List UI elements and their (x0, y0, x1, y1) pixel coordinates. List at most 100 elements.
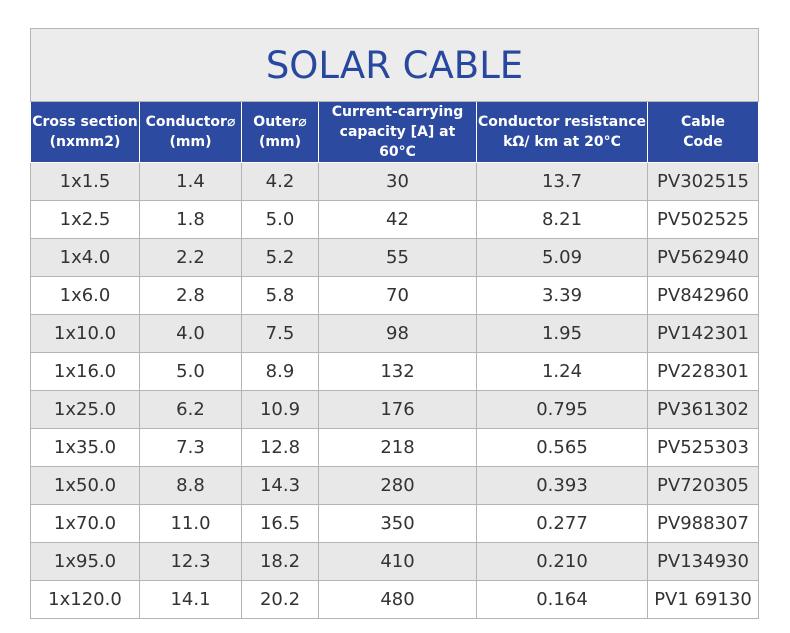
cell: 6.2 (139, 390, 242, 429)
cell: 55 (318, 238, 477, 277)
data-row: 1x35.0 7.3 12.8 218 0.565 PV525303 (30, 428, 759, 467)
data-row: 1x95.0 12.3 18.2 410 0.210 PV134930 (30, 542, 759, 581)
cell: 4.0 (139, 314, 242, 353)
cell: PV361302 (647, 390, 759, 429)
cell: 350 (318, 504, 477, 543)
data-row: 1x16.0 5.0 8.9 132 1.24 PV228301 (30, 352, 759, 391)
data-row: 1x1.5 1.4 4.2 30 13.7 PV302515 (30, 162, 759, 201)
data-row: 1x50.0 8.8 14.3 280 0.393 PV720305 (30, 466, 759, 505)
cell: 132 (318, 352, 477, 391)
cell: PV142301 (647, 314, 759, 353)
cell: PV228301 (647, 352, 759, 391)
header-line: (mm) (169, 134, 212, 150)
title: SOLAR CABLE (30, 28, 759, 102)
data-row: 1x2.5 1.8 5.0 42 8.21 PV502525 (30, 200, 759, 239)
cell: 480 (318, 580, 477, 619)
cell: 8.8 (139, 466, 242, 505)
cell: 13.7 (476, 162, 648, 201)
data-row: 1x4.0 2.2 5.2 55 5.09 PV562940 (30, 238, 759, 277)
header-cell: Outer⌀ (mm) (241, 101, 319, 163)
cell: 16.5 (241, 504, 319, 543)
header-line: (nxmm2) (49, 134, 121, 150)
cell: 1.95 (476, 314, 648, 353)
header-cell: Conductor⌀ (mm) (139, 101, 242, 163)
cell: 1x1.5 (30, 162, 140, 201)
header-line: Conductor⌀ (145, 114, 236, 130)
cell: 14.3 (241, 466, 319, 505)
data-row: 1x70.0 11.0 16.5 350 0.277 PV988307 (30, 504, 759, 543)
header-line: (mm) (259, 134, 301, 150)
cell: 410 (318, 542, 477, 581)
cell: 1.24 (476, 352, 648, 391)
cell: 2.8 (139, 276, 242, 315)
cell: 0.393 (476, 466, 648, 505)
cell: 1x16.0 (30, 352, 140, 391)
data-row: 1x25.0 6.2 10.9 176 0.795 PV361302 (30, 390, 759, 429)
cell: 30 (318, 162, 477, 201)
cell: 12.3 (139, 542, 242, 581)
cell: 0.210 (476, 542, 648, 581)
cell: 5.8 (241, 276, 319, 315)
cell: 7.3 (139, 428, 242, 467)
cell: 14.1 (139, 580, 242, 619)
cell: 1x25.0 (30, 390, 140, 429)
cell: 2.2 (139, 238, 242, 277)
header-cell: Cable Code (647, 101, 759, 163)
data-row: 1x6.0 2.8 5.8 70 3.39 PV842960 (30, 276, 759, 315)
cable-table: SOLAR CABLE Cross section (nxmm2) Conducto… (30, 28, 759, 619)
header-line: Current-carrying (331, 104, 464, 120)
header-line: Cable (680, 114, 726, 130)
cell: 20.2 (241, 580, 319, 619)
cell: 42 (318, 200, 477, 239)
header-cell: Cross section (nxmm2) (30, 101, 140, 163)
cell: 5.0 (241, 200, 319, 239)
cell: PV302515 (647, 162, 759, 201)
cell: 5.2 (241, 238, 319, 277)
cell: 0.565 (476, 428, 648, 467)
cell: PV842960 (647, 276, 759, 315)
cell: 7.5 (241, 314, 319, 353)
cell: 1x6.0 (30, 276, 140, 315)
cell: 98 (318, 314, 477, 353)
cell: 0.277 (476, 504, 648, 543)
header-line: Cross section (32, 114, 138, 130)
cell: 11.0 (139, 504, 242, 543)
header-cell: Current-carrying capacity [A] at 60°C (318, 101, 477, 163)
cell: 1x95.0 (30, 542, 140, 581)
cell: 70 (318, 276, 477, 315)
cell: 1x2.5 (30, 200, 140, 239)
cell: 8.9 (241, 352, 319, 391)
cell: 8.21 (476, 200, 648, 239)
cell: PV1 69130 (647, 580, 759, 619)
cell: 0.164 (476, 580, 648, 619)
table-wrap: SOLAR CABLE Cross section (nxmm2) Conducto… (30, 28, 759, 619)
cell: 176 (318, 390, 477, 429)
data-row: 1x120.0 14.1 20.2 480 0.164 PV1 69130 (30, 580, 759, 619)
cell: 1x70.0 (30, 504, 140, 543)
header-line: Code (683, 134, 723, 150)
header-cell: Conductor resistance kΩ/ km at 20°C (476, 101, 648, 163)
data-row: 1x10.0 4.0 7.5 98 1.95 PV142301 (30, 314, 759, 353)
cell: 5.0 (139, 352, 242, 391)
cell: PV525303 (647, 428, 759, 467)
cell: 218 (318, 428, 477, 467)
cell: 1.8 (139, 200, 242, 239)
cell: 12.8 (241, 428, 319, 467)
cell: 1x50.0 (30, 466, 140, 505)
cell: PV134930 (647, 542, 759, 581)
cell: 0.795 (476, 390, 648, 429)
header-line: capacity [A] at 60°C (339, 124, 456, 160)
header-line: kΩ/ km at 20°C (503, 134, 621, 150)
cell: PV720305 (647, 466, 759, 505)
cell: 5.09 (476, 238, 648, 277)
cell: 1.4 (139, 162, 242, 201)
cell: 1x120.0 (30, 580, 140, 619)
cell: 18.2 (241, 542, 319, 581)
cell: 1x4.0 (30, 238, 140, 277)
header-line: Outer⌀ (253, 114, 307, 130)
cell: 1x10.0 (30, 314, 140, 353)
header-row: Cross section (nxmm2) Conductor⌀ (mm) Outer⌀… (30, 101, 759, 163)
cell: 1x35.0 (30, 428, 140, 467)
cell: 3.39 (476, 276, 648, 315)
